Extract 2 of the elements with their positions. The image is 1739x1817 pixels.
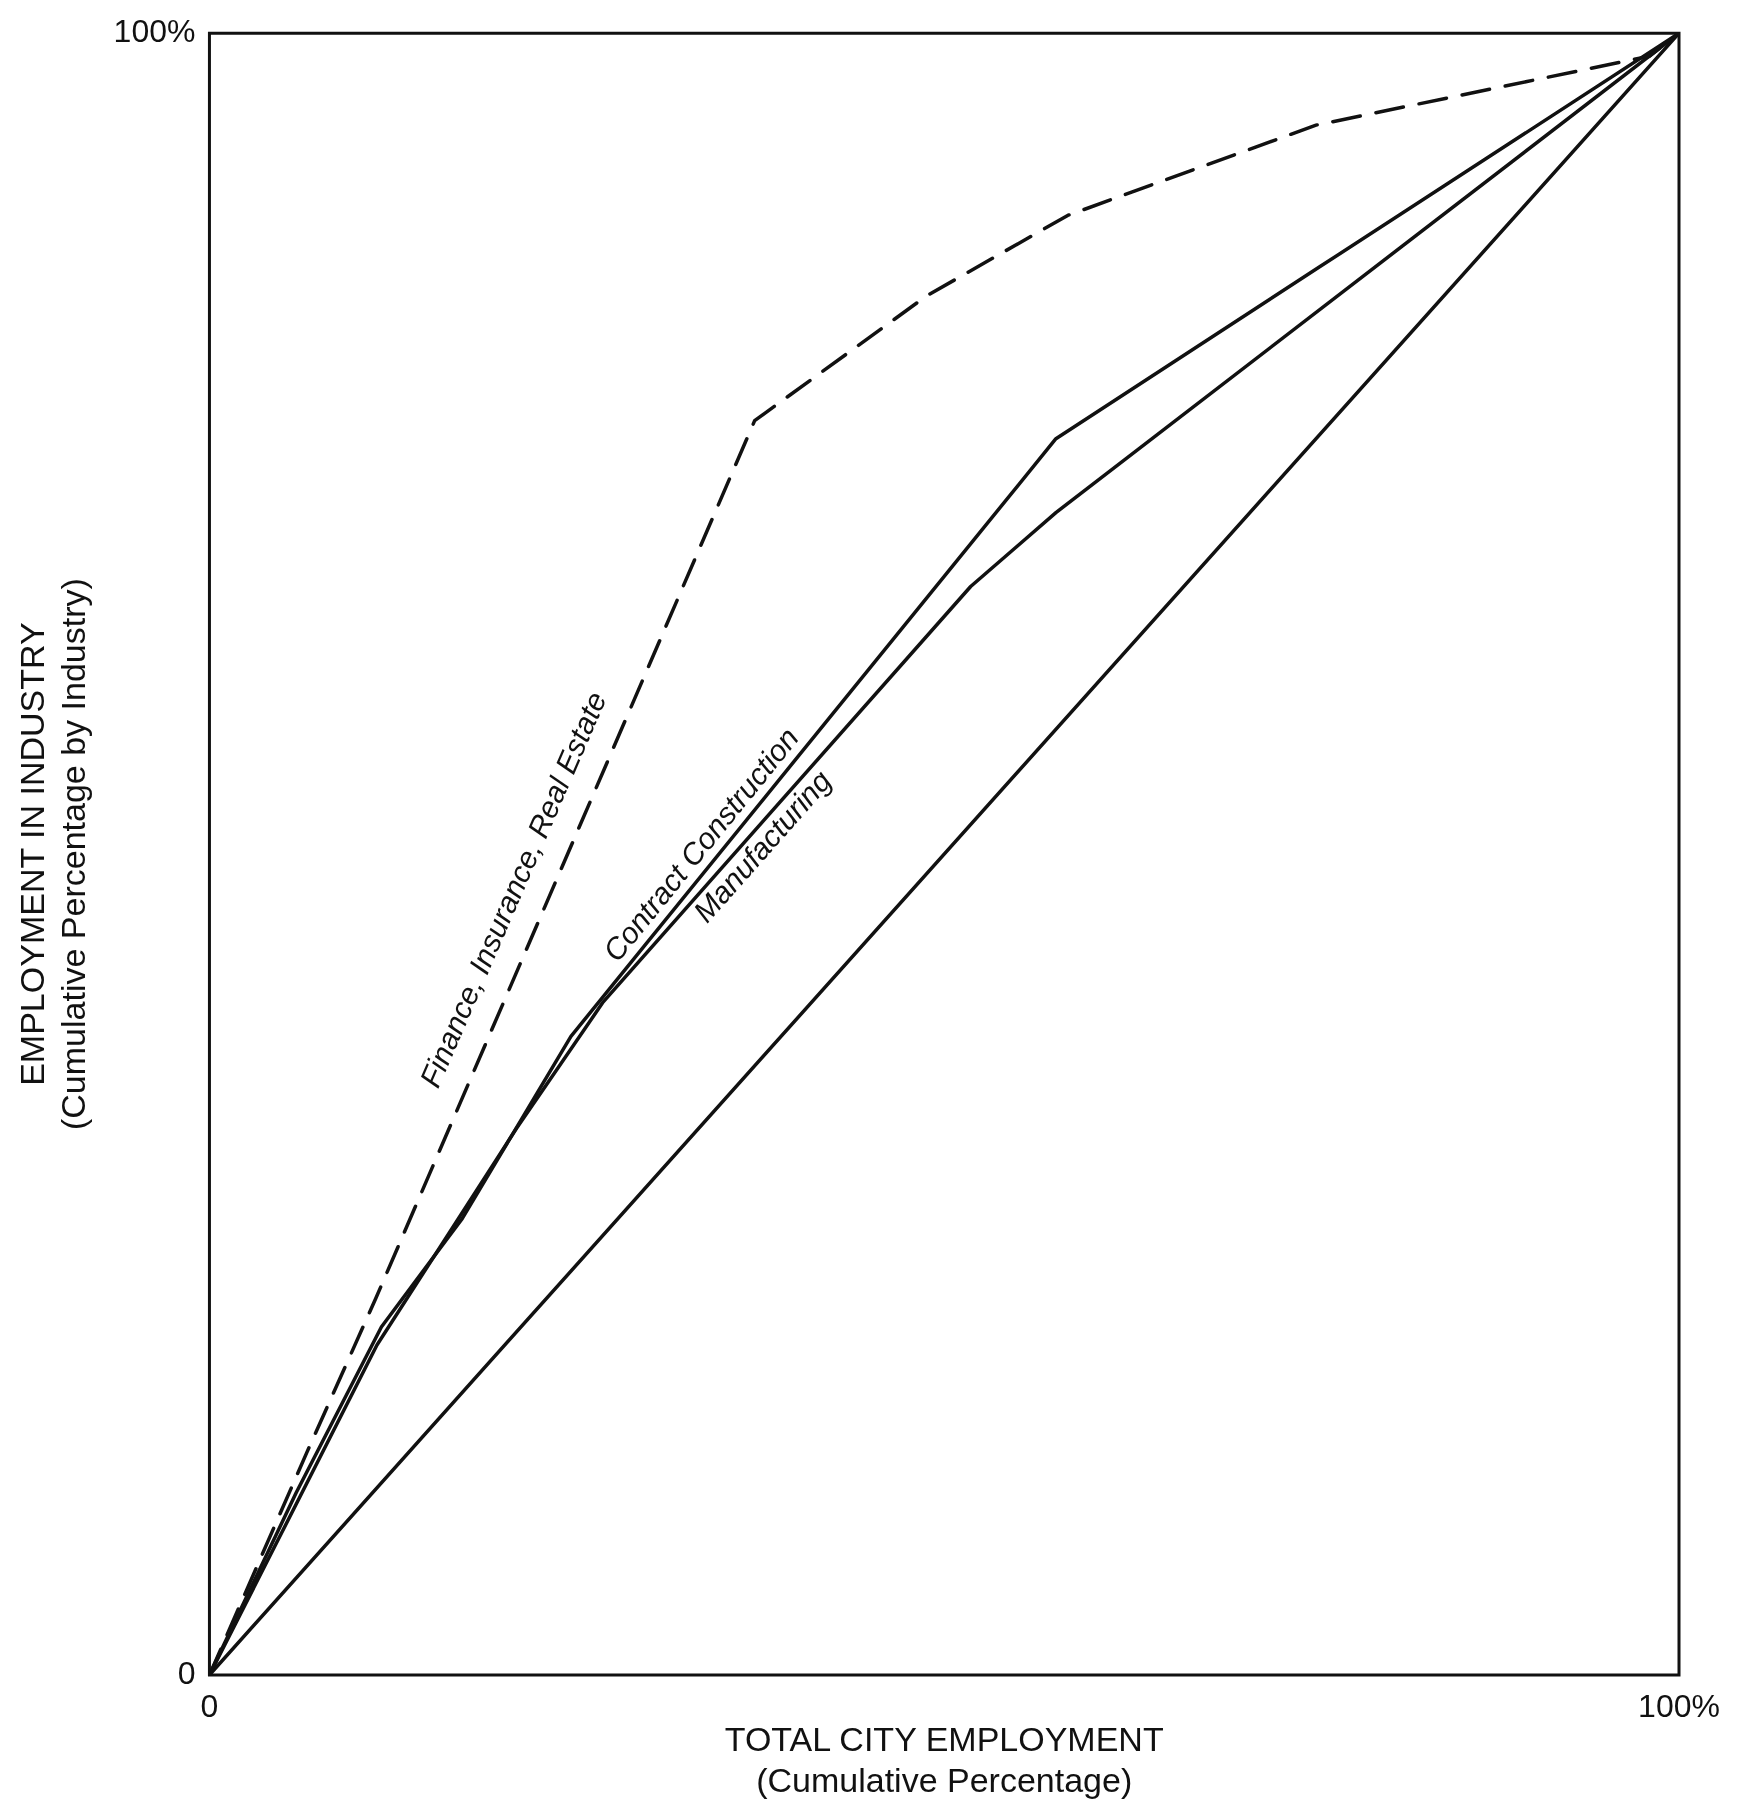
x-axis-title: TOTAL CITY EMPLOYMENT (Cumulative Percentage) <box>724 1720 1164 1799</box>
y-axis-title: EMPLOYMENT IN INDUSTRY (Cumulative Percentage by Industry) <box>12 578 92 1131</box>
